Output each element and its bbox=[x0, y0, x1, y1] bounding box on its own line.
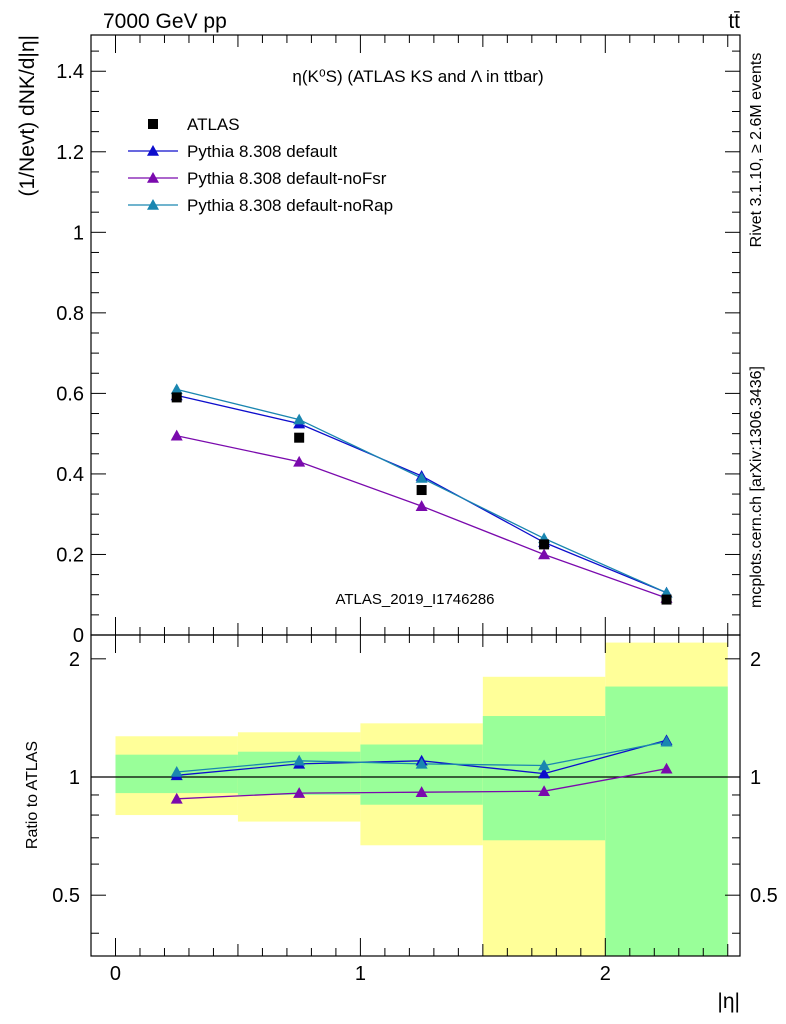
y-tick-label: 0.8 bbox=[56, 303, 84, 325]
rivet-label: Rivet 3.1.10, ≥ 2.6M events bbox=[748, 53, 765, 248]
ratio-point-noFsr-2 bbox=[415, 786, 428, 797]
y-tick-label: 0.4 bbox=[56, 464, 84, 486]
ratio-point-noRap-3 bbox=[538, 759, 551, 771]
point-noFsr-2 bbox=[415, 500, 428, 511]
point-noFsr-3 bbox=[538, 548, 551, 560]
ratio-y-tick-label-left: 1 bbox=[69, 767, 80, 789]
ratio-point-noRap-2 bbox=[415, 757, 428, 769]
ratio-y-tick-label-left: 0.5 bbox=[52, 885, 80, 907]
legend-marker-default bbox=[147, 145, 159, 156]
legend-marker-noFsr bbox=[147, 172, 159, 183]
point-noRap-2 bbox=[415, 471, 428, 483]
ratio-y-axis-label: Ratio to ATLAS bbox=[24, 741, 41, 849]
legend-label-atlas: ATLAS bbox=[187, 115, 240, 134]
y-tick-label: 1.4 bbox=[56, 61, 84, 83]
ratio-point-noFsr-1 bbox=[293, 787, 306, 798]
point-noFsr-0 bbox=[170, 429, 183, 441]
point-atlas-4 bbox=[661, 594, 672, 605]
ratio-y-tick-label-right: 2 bbox=[750, 649, 761, 671]
legend-label-default: Pythia 8.308 default bbox=[187, 142, 338, 161]
point-noRap-1 bbox=[293, 413, 306, 425]
ratio-point-noFsr-4 bbox=[660, 762, 673, 774]
legend-marker-atlas bbox=[148, 119, 158, 129]
legend-label-noRap: Pythia 8.308 default-noRap bbox=[187, 196, 393, 215]
series-line-noFsr bbox=[176, 435, 667, 599]
ratio-point-noFsr-0 bbox=[170, 792, 183, 804]
point-atlas-2 bbox=[416, 485, 427, 496]
x-tick-label: 0 bbox=[110, 963, 121, 985]
x-tick-label: 2 bbox=[600, 963, 611, 985]
ratio-y-tick-label-right: 0.5 bbox=[750, 885, 778, 907]
energy-label: 7000 GeV pp bbox=[103, 10, 227, 33]
main-panel: 0 0.2 0.4 0.6 0.8 1 1.2 1.4 η(K⁰S) (ATLAS KS an… bbox=[16, 34, 741, 647]
watermark: ATLAS_2019_I1746286 bbox=[335, 591, 494, 608]
y-tick-label: 0 bbox=[73, 625, 84, 647]
point-noRap-0 bbox=[170, 383, 183, 395]
legend-label-noFsr: Pythia 8.308 default-noFsr bbox=[187, 169, 387, 188]
ratio-frame bbox=[90, 634, 741, 957]
process-label: tt̄ bbox=[728, 10, 740, 33]
ratio-point-default-3 bbox=[538, 767, 551, 779]
y-tick-label: 1 bbox=[73, 222, 84, 244]
ratio-y-tick-label-right: 1 bbox=[750, 767, 761, 789]
point-atlas-3 bbox=[539, 539, 550, 550]
y-tick-label: 1.2 bbox=[56, 142, 84, 164]
ratio-y-tick-label-left: 2 bbox=[69, 649, 80, 671]
point-noFsr-1 bbox=[293, 455, 306, 467]
ratio-point-noRap-1 bbox=[293, 754, 306, 766]
band-green-4 bbox=[605, 686, 728, 956]
ratio-panel: 0.5 0.5 1 1 2 2 0 1 2 Ratio to ATLAS |η| bbox=[24, 634, 778, 1013]
x-axis-label: |η| bbox=[717, 990, 740, 1013]
x-tick-label: 1 bbox=[355, 963, 366, 985]
point-atlas-1 bbox=[294, 432, 305, 443]
main-title: η(K⁰S) (ATLAS KS and Λ in ttbar) bbox=[292, 67, 543, 86]
legend: ATLAS Pythia 8.308 default Pythia 8.308 de… bbox=[128, 115, 393, 215]
y-tick-label: 0.6 bbox=[56, 383, 84, 405]
legend-marker-noRap bbox=[147, 199, 159, 210]
main-y-axis-label: (1/Nevt) dNK/d|η| bbox=[16, 35, 39, 196]
ratio-point-noFsr-3 bbox=[538, 785, 551, 797]
mcplots-label: mcplots.cern.ch [arXiv:1306.3436] bbox=[748, 366, 765, 608]
ratio-point-noRap-4 bbox=[660, 735, 673, 747]
y-tick-label: 0.2 bbox=[56, 544, 84, 566]
ratio-point-noRap-0 bbox=[170, 765, 183, 777]
point-atlas-0 bbox=[171, 392, 182, 403]
